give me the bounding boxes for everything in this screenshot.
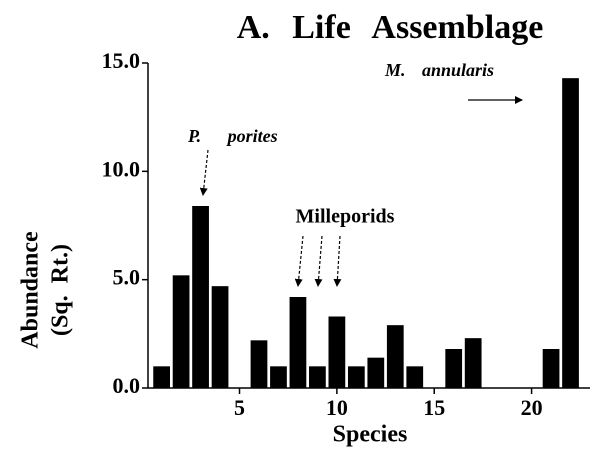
bar	[542, 349, 560, 388]
chart-title: A. Life Assemblage	[237, 9, 544, 46]
arrow	[199, 149, 209, 196]
bar	[445, 349, 463, 388]
x-tick-label: 20	[521, 395, 543, 420]
y-tick-label: 0.0	[113, 373, 141, 398]
bar	[347, 366, 365, 388]
bar	[367, 357, 385, 388]
x-tick-label: 15	[423, 395, 445, 420]
annotation: P. porites	[187, 126, 278, 146]
arrow	[294, 235, 304, 287]
bar	[386, 325, 404, 388]
bar	[270, 366, 287, 388]
y-axis-label: (Sq. Rt.)	[48, 244, 74, 336]
y-tick-label: 10.0	[102, 156, 141, 181]
bar	[211, 286, 229, 388]
bar	[172, 275, 190, 388]
arrow	[333, 235, 342, 287]
bar	[192, 206, 209, 388]
bar	[406, 366, 424, 388]
bar	[289, 297, 307, 388]
y-tick-label: 15.0	[102, 48, 141, 73]
bar	[250, 340, 268, 388]
bar	[464, 338, 482, 388]
bar	[153, 366, 171, 388]
y-axis-label: Abundance	[18, 231, 44, 349]
bar	[562, 78, 579, 389]
annotation: Milleporids	[296, 206, 395, 228]
bar	[309, 366, 326, 388]
annotation: M. annularis	[384, 60, 494, 80]
bar	[328, 316, 346, 388]
y-tick-label: 5.0	[113, 265, 141, 290]
arrow	[314, 235, 323, 287]
x-tick-label: 5	[234, 395, 245, 420]
x-axis-label: Species	[333, 422, 408, 448]
x-tick-label: 10	[326, 395, 348, 420]
